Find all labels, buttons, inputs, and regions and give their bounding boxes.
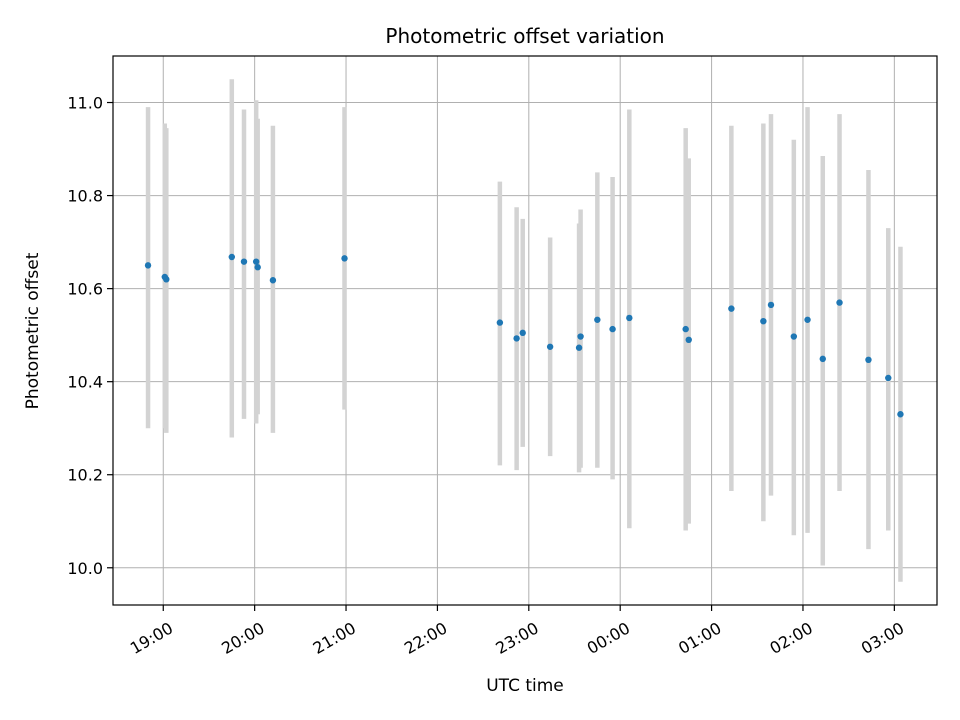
data-point	[341, 255, 348, 262]
data-point	[767, 301, 775, 309]
data-point	[513, 335, 520, 342]
y-tick-label: 10.4	[67, 373, 103, 392]
y-axis-title: Photometric offset	[23, 252, 43, 409]
data-point	[163, 276, 170, 283]
data-point	[496, 319, 504, 326]
data-point	[885, 374, 892, 382]
data-point	[254, 264, 261, 271]
x-axis-title: UTC time	[486, 676, 564, 696]
data-point	[546, 343, 554, 350]
data-point	[519, 329, 526, 337]
data-point	[240, 258, 248, 265]
data-point	[609, 325, 616, 333]
data-point	[269, 277, 277, 284]
data-point	[577, 333, 584, 340]
y-tick-label: 10.6	[67, 280, 103, 299]
y-tick-label: 10.8	[67, 187, 103, 206]
data-point	[819, 355, 826, 363]
data-point	[594, 316, 601, 323]
plot-frame	[112, 55, 938, 606]
data-point	[252, 258, 260, 265]
data-point	[836, 299, 843, 306]
y-tick-label: 11.0	[67, 94, 103, 113]
grid-lines	[113, 56, 937, 605]
data-points	[144, 253, 904, 418]
data-point	[575, 344, 583, 351]
y-tick-label: 10.0	[67, 559, 103, 578]
data-point	[760, 317, 767, 325]
data-point	[728, 305, 735, 312]
data-point	[685, 336, 692, 344]
data-point	[790, 333, 798, 340]
data-point	[804, 316, 811, 323]
chart-title: Photometric offset variation	[385, 24, 664, 48]
data-point	[228, 253, 236, 261]
data-point	[682, 325, 689, 333]
data-point	[144, 262, 152, 269]
data-point	[897, 411, 904, 418]
y-tick-label: 10.2	[67, 466, 103, 485]
data-point	[865, 356, 872, 364]
data-point	[626, 314, 633, 322]
